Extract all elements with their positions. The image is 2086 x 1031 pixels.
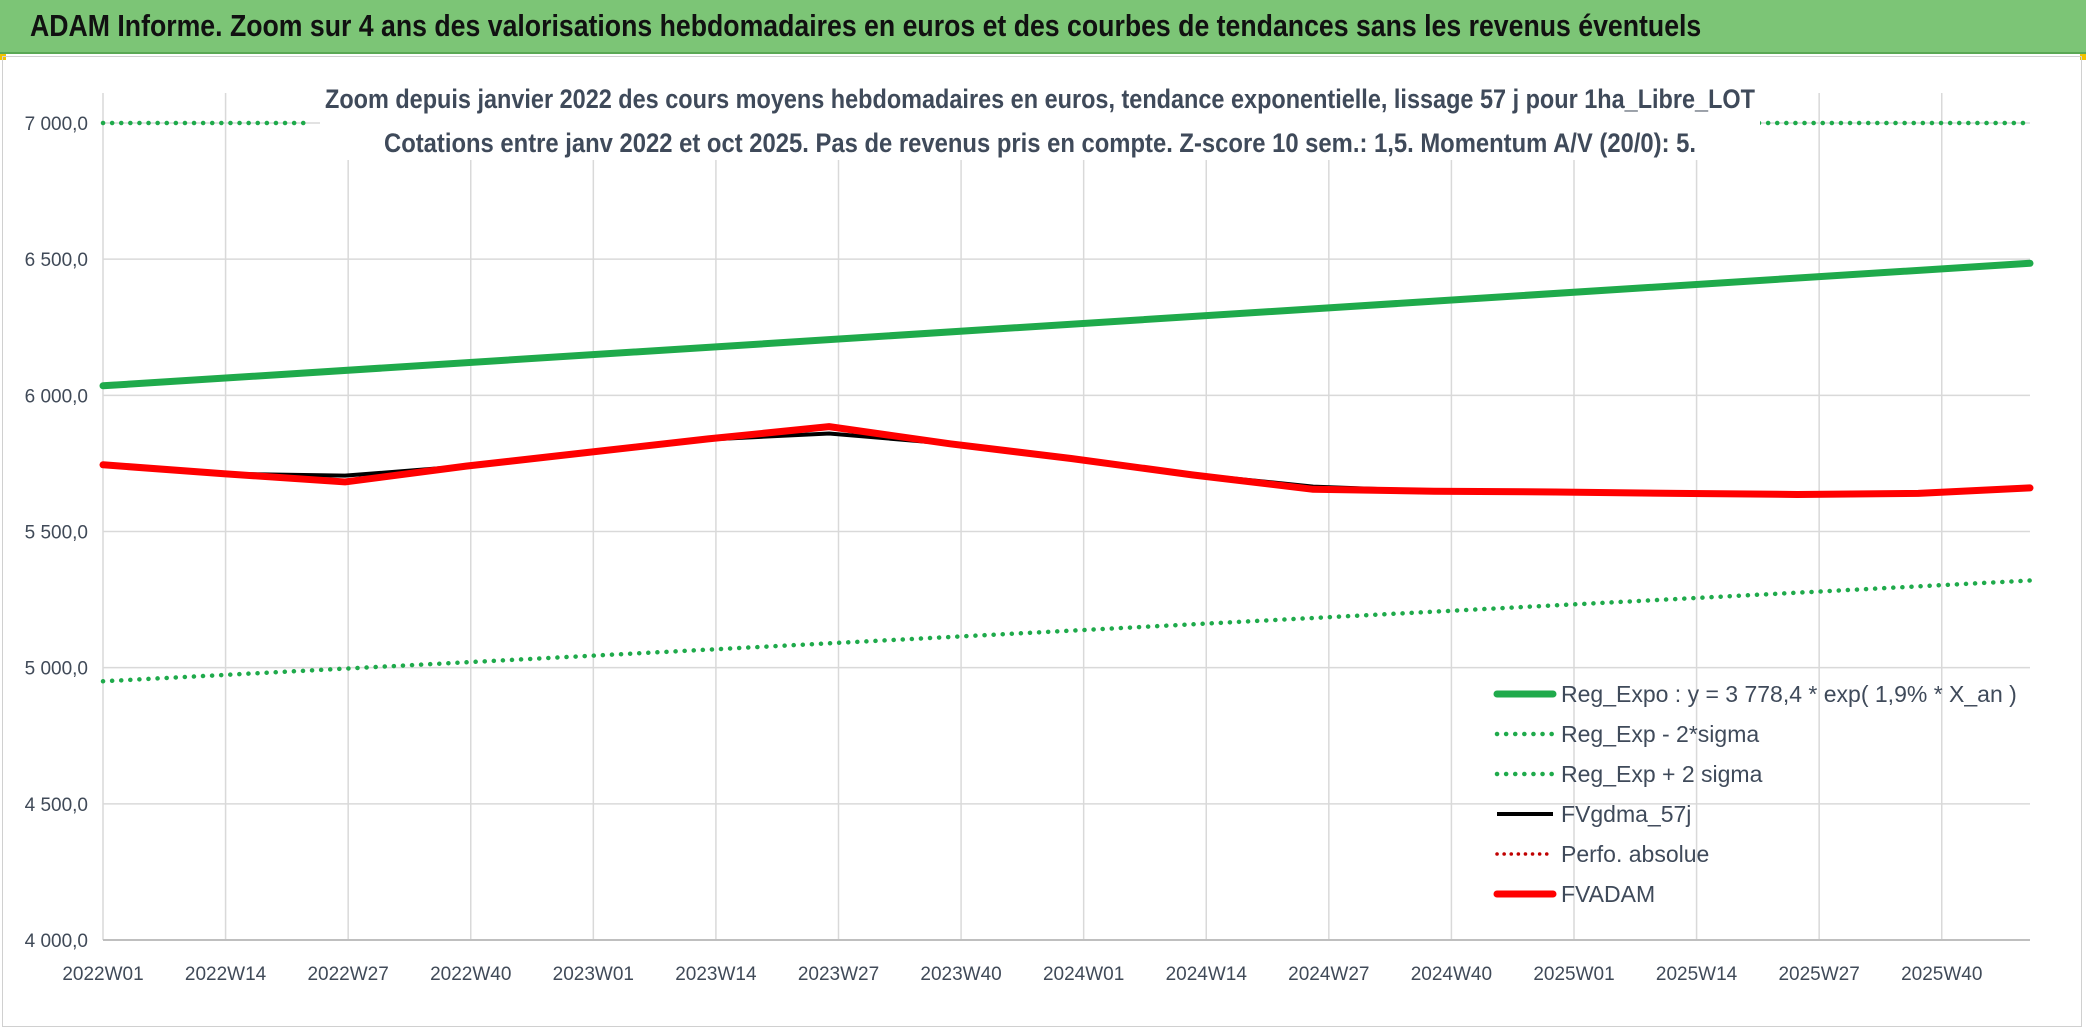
y-tick-label: 5 000,0 — [25, 659, 88, 680]
y-tick-label: 7 000,0 — [25, 114, 88, 135]
y-tick-label: 4 500,0 — [25, 795, 88, 816]
x-tick-label: 2022W14 — [185, 964, 267, 985]
x-tick-label: 2025W27 — [1778, 964, 1859, 985]
chart-subtitle-line-1: Zoom depuis janvier 2022 des cours moyen… — [325, 84, 1755, 114]
x-tick-label: 2022W27 — [307, 964, 388, 985]
grid — [102, 93, 2030, 941]
corner-marker-right — [2080, 54, 2086, 60]
y-axis: 4 000,0 4 500,0 5 000,0 5 500,0 6 000,0 6 500… — [25, 114, 88, 952]
series-reg-expo-y-3-778-4-exp-1-9-x-an — [99, 259, 2034, 390]
y-tick-label: 6 500,0 — [25, 250, 88, 271]
legend-entry: FVADAM — [1561, 881, 1655, 907]
x-tick-label: 2023W01 — [553, 964, 634, 985]
legend-entry: Perfo. absolue — [1561, 841, 1709, 867]
y-tick-label: 4 000,0 — [25, 931, 88, 952]
y-tick-label: 5 500,0 — [25, 523, 88, 544]
series-reg-exp-2-sigma — [100, 578, 2033, 684]
title-backdrop-1 — [320, 78, 1760, 118]
x-tick-label: 2025W40 — [1901, 964, 1982, 985]
x-tick-label: 2024W01 — [1043, 964, 1124, 985]
x-tick-label: 2023W14 — [675, 964, 757, 985]
legend-entry: Reg_Expo : y = 3 778,4 * exp( 1,9% * X_a… — [1561, 681, 2017, 707]
legend: Reg_Expo : y = 3 778,4 * exp( 1,9% * X_a… — [1493, 681, 2017, 907]
chart-subtitle-line-2: Cotations entre janv 2022 et oct 2025. P… — [384, 128, 1696, 158]
series-fvgdma-57j — [102, 431, 2031, 497]
legend-entry: FVgdma_57j — [1561, 801, 1691, 827]
x-tick-label: 2023W27 — [798, 964, 879, 985]
x-tick-label: 2024W14 — [1166, 964, 1248, 985]
x-tick-label: 2025W01 — [1533, 964, 1614, 985]
legend-entry: Reg_Exp + 2 sigma — [1561, 761, 1763, 787]
x-tick-label: 2025W14 — [1656, 964, 1738, 985]
x-tick-label: 2023W40 — [920, 964, 1001, 985]
report-title: ADAM Informe. Zoom sur 4 ans des valoris… — [30, 8, 1702, 43]
top-banner: ADAM Informe. Zoom sur 4 ans des valoris… — [0, 0, 2086, 54]
x-axis: 2022W01 2022W14 2022W27 2022W40 2023W01 2023W… — [62, 964, 1982, 985]
chart-frame — [2, 56, 2082, 1027]
corner-marker-left — [0, 54, 6, 60]
x-tick-label: 2022W01 — [62, 964, 143, 985]
series-layer — [99, 120, 2034, 684]
x-tick-label: 2024W40 — [1411, 964, 1492, 985]
series-fvadam — [99, 423, 2034, 498]
y-tick-label: 6 000,0 — [25, 386, 88, 407]
legend-entry: Reg_Exp - 2*sigma — [1561, 721, 1759, 747]
title-backdrop-2 — [320, 118, 1760, 160]
x-tick-label: 2022W40 — [430, 964, 511, 985]
x-tick-label: 2024W27 — [1288, 964, 1369, 985]
chart-title: Zoom depuis janvier 2022 des cours moyen… — [320, 78, 1760, 160]
